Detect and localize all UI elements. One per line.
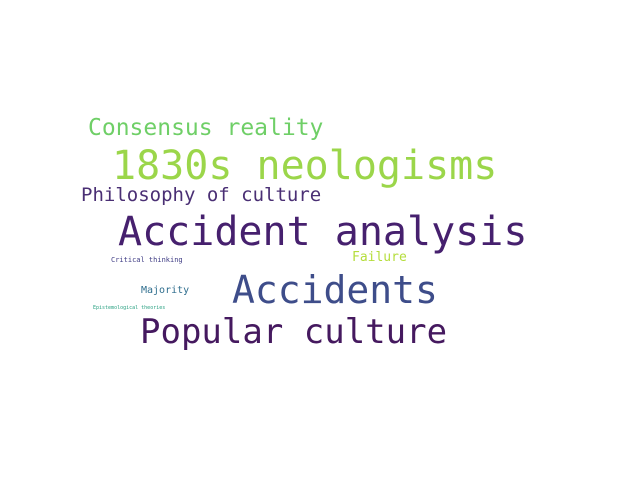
word-majority: Majority	[141, 285, 190, 296]
word-epistemological-theories: Epistemological theories	[93, 305, 166, 311]
word-critical-thinking: Critical thinking	[111, 256, 183, 264]
word-failure: Failure	[352, 250, 407, 265]
word-accidents: Accidents	[232, 268, 438, 312]
word-accident-analysis: Accident analysis	[118, 209, 528, 255]
word-1830s-neologisms: 1830s neologisms	[112, 143, 498, 189]
word-philosophy-of-culture: Philosophy of culture	[81, 184, 322, 206]
word-consensus-reality: Consensus reality	[88, 115, 324, 141]
word-popular-culture: Popular culture	[140, 312, 448, 352]
